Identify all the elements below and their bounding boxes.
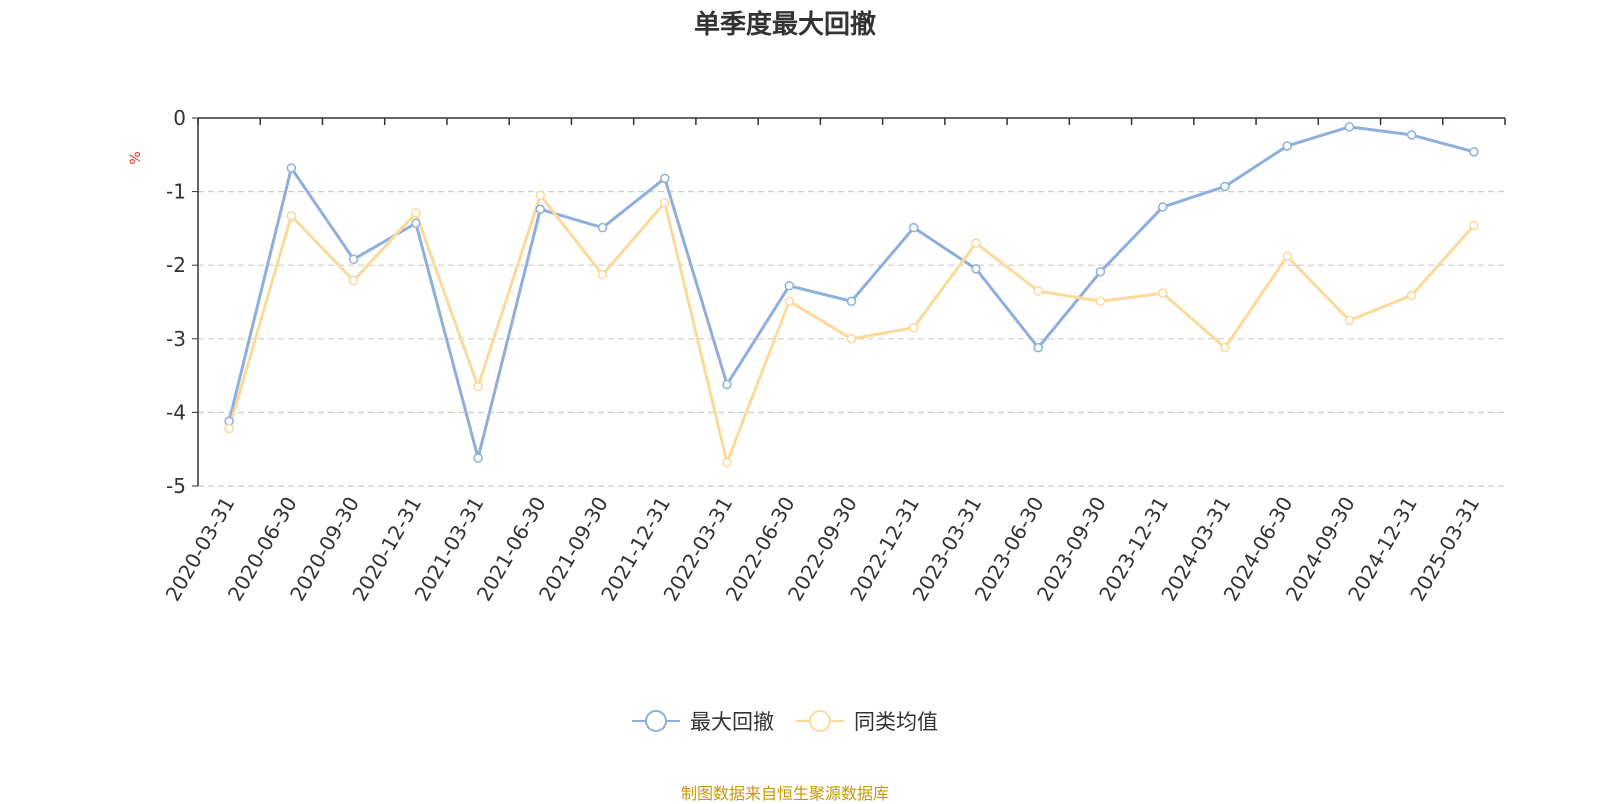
series-lines	[224, 122, 1479, 468]
data-point-1	[1344, 315, 1355, 326]
data-point-1	[846, 334, 857, 344]
y-tick-labels: 0 -1 -2 -3 -4 -5	[166, 106, 186, 498]
chart-title: 单季度最大回撤	[693, 10, 876, 40]
y-tick-label: -3	[166, 327, 186, 351]
data-point-1	[722, 457, 732, 468]
data-point-0	[1095, 267, 1106, 277]
data-point-1	[1406, 290, 1417, 301]
y-tick-label: -1	[166, 180, 186, 204]
data-point-1	[784, 296, 795, 307]
data-point-1	[348, 275, 359, 286]
legend-item-max-drawdown[interactable]: 最大回撤	[632, 706, 774, 736]
data-point-0	[971, 264, 981, 274]
data-point-0	[784, 281, 795, 291]
data-point-1	[286, 211, 297, 221]
legend-label: 最大回撤	[690, 710, 774, 734]
data-point-0	[348, 254, 359, 265]
data-point-0	[597, 222, 608, 233]
data-point-0	[1220, 181, 1230, 192]
data-point-1	[1033, 286, 1043, 296]
x-tick-labels: 2020-03-312020-06-302020-09-302020-12-31…	[161, 493, 1485, 606]
data-point-1	[908, 323, 919, 333]
data-point-0	[908, 222, 919, 233]
data-point-0	[846, 296, 857, 307]
data-point-1	[224, 423, 234, 434]
data-point-0	[1157, 202, 1168, 212]
data-point-0	[1469, 147, 1479, 157]
source-note: 制图数据来自恒生聚源数据库	[680, 784, 889, 803]
legend-line-circle-icon	[632, 710, 680, 732]
data-point-0	[473, 453, 483, 463]
y-tick-label: 0	[173, 106, 186, 130]
data-point-0	[1344, 122, 1355, 132]
y-axis-unit-label: %	[128, 151, 144, 164]
series-line-0	[227, 125, 1475, 460]
y-tick-label: -4	[166, 400, 186, 424]
legend-label: 同类均值	[854, 710, 938, 734]
data-point-0	[411, 218, 421, 228]
line-chart: % 2020-03-312020-06-302020-09-302020-12-…	[128, 106, 1506, 606]
legend-line-circle-icon	[796, 710, 844, 732]
data-point-1	[971, 238, 981, 248]
data-point-1	[1220, 342, 1230, 353]
data-point-1	[597, 270, 608, 280]
y-tick-label: -5	[166, 474, 186, 498]
data-point-1	[535, 190, 546, 201]
legend-item-peer-average[interactable]: 同类均值	[796, 706, 938, 736]
data-point-0	[1033, 342, 1043, 353]
data-point-1	[473, 381, 483, 392]
data-point-0	[286, 163, 297, 173]
y-tick-label: -2	[166, 253, 186, 277]
data-point-1	[1095, 296, 1106, 307]
data-point-1	[411, 208, 421, 218]
data-point-1	[660, 197, 670, 208]
data-point-0	[722, 379, 732, 390]
series-line-1	[227, 193, 1476, 464]
data-point-1	[1282, 251, 1292, 262]
data-point-1	[1469, 220, 1479, 231]
data-point-0	[660, 173, 670, 184]
legend: 最大回撤 同类均值	[0, 706, 1570, 736]
axes	[192, 117, 1506, 487]
data-point-0	[535, 204, 546, 215]
data-point-0	[1406, 130, 1417, 140]
data-point-1	[1157, 288, 1168, 298]
data-point-0	[1282, 141, 1292, 151]
